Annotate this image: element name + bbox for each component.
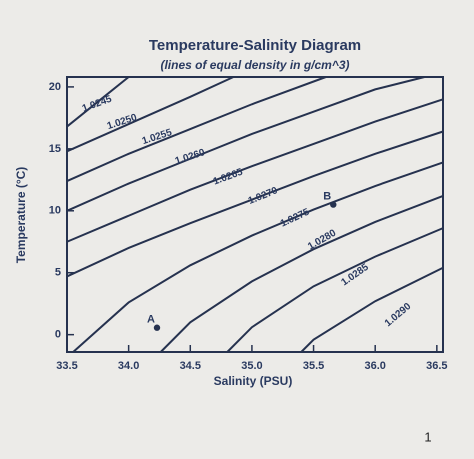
- isopycnal: [66, 76, 327, 182]
- point-label: A: [147, 314, 155, 326]
- x-tick-label: 35.5: [303, 360, 324, 372]
- isopycnal: [66, 130, 444, 278]
- isopycnal: [159, 194, 444, 353]
- y-axis-label: Temperature (°C): [14, 167, 28, 264]
- sample-point: [153, 324, 161, 331]
- isopycnal: [66, 76, 234, 153]
- plot-frame: [66, 76, 444, 353]
- isopycnal: [66, 76, 425, 212]
- x-tick-label: 34.5: [180, 360, 201, 372]
- y-tick-label: 20: [49, 81, 61, 93]
- x-tick-label: 34.0: [118, 360, 139, 372]
- x-tick-label: 36.5: [426, 360, 447, 372]
- isopycnal: [66, 76, 130, 128]
- x-tick-label: 35.0: [241, 360, 262, 372]
- chart-title: Temperature-Salinity Diagram: [149, 37, 361, 54]
- y-tick-label: 15: [49, 143, 61, 155]
- x-axis-label: Salinity (PSU): [214, 374, 293, 388]
- x-tick-label: 36.0: [364, 360, 385, 372]
- page-number: 1: [424, 429, 431, 444]
- isopycnal: [226, 227, 444, 353]
- isopycnal: [72, 161, 444, 353]
- isopycnal: [300, 266, 444, 353]
- y-tick-label: 5: [55, 267, 61, 279]
- y-tick-label: 10: [49, 205, 61, 217]
- chart-subtitle: (lines of equal density in g/cm^3): [160, 58, 349, 72]
- sample-point: [330, 201, 337, 208]
- isopycnal: [66, 98, 444, 243]
- point-label: B: [323, 190, 331, 202]
- x-tick-label: 33.5: [56, 360, 77, 372]
- y-tick-label: 0: [55, 329, 61, 341]
